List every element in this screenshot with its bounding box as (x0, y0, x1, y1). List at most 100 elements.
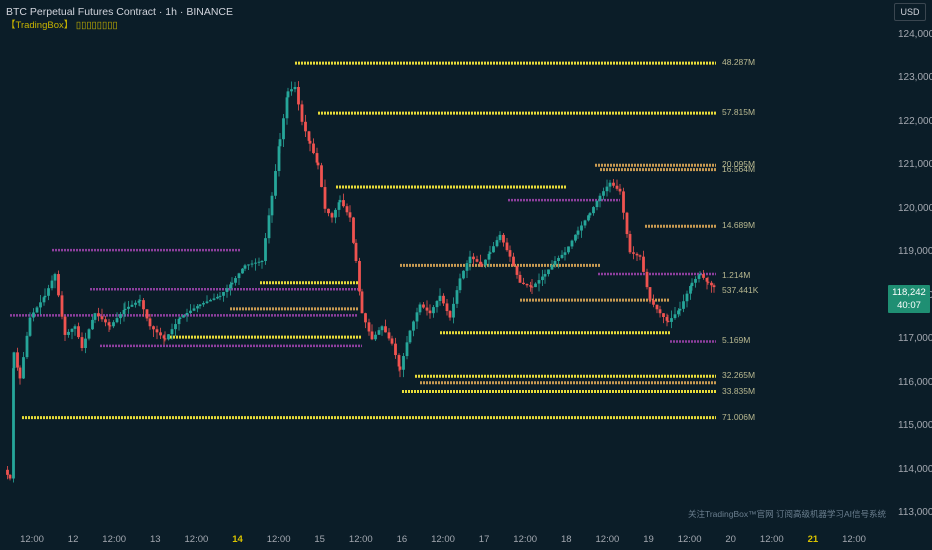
candle-body (97, 313, 100, 317)
currency-button[interactable]: USD (894, 3, 926, 21)
symbol-title[interactable]: BTC Perpetual Futures Contract · 1h · BI… (6, 6, 233, 18)
price-tick: 113,000 (898, 507, 932, 519)
candle-body (100, 316, 104, 320)
candle-body (455, 290, 459, 304)
candle-body (512, 256, 515, 266)
candle-body (518, 274, 522, 283)
time-tick: 19 (643, 534, 654, 545)
candle-body (408, 330, 412, 343)
candle-body (435, 301, 439, 308)
price-tick: 115,000 (898, 420, 932, 432)
candle-body (689, 286, 692, 294)
candle-body (142, 300, 145, 310)
candle-body (12, 368, 15, 479)
candle-body (472, 256, 475, 260)
time-axis[interactable]: 12:00 12 12:00 13 12:00 14 12:00 15 12:00 16 12:00… (0, 522, 932, 550)
candle-body (458, 278, 462, 291)
price-chart[interactable] (0, 0, 880, 522)
candle-body (257, 261, 261, 263)
time-tick: 12:00 (842, 534, 866, 545)
candle-body (84, 338, 87, 348)
candle-body (35, 307, 39, 313)
candle-body (702, 274, 705, 278)
candle-body (57, 274, 60, 296)
candle-body (677, 310, 680, 315)
candle-body (367, 322, 371, 332)
candle-body (315, 153, 319, 163)
candle-body (583, 220, 587, 226)
price-tick: 114,000 (898, 463, 932, 475)
time-tick: 15 (314, 534, 325, 545)
volume-label: 5.169M (722, 335, 751, 346)
candle-body (487, 253, 491, 260)
candle-body (250, 263, 254, 265)
candle-body (209, 299, 212, 302)
watermark: 关注TradingBox™官网 订阅高级机器学习AI信号系统 (687, 509, 886, 519)
candle-body (438, 295, 442, 302)
candle-body (185, 312, 189, 316)
candle-body (541, 276, 544, 281)
price-axis[interactable]: 124,000 123,000 122,000 121,000 120,000 119,0… (880, 0, 932, 522)
candle-body (648, 287, 652, 301)
current-price: 118,242 (892, 287, 926, 298)
candle-body (612, 182, 615, 186)
candle-body (212, 298, 216, 300)
candle-body (342, 200, 345, 207)
price-tick: 119,000 (898, 246, 932, 258)
candle-body (138, 300, 142, 302)
candle-body (354, 242, 358, 261)
candle-body (390, 338, 394, 344)
candle-body (104, 319, 107, 323)
candle-body (327, 208, 330, 214)
candle-body (122, 310, 126, 315)
candle-body (189, 310, 192, 313)
candle-body (112, 322, 115, 327)
candle-body (218, 295, 222, 297)
candle-body (397, 355, 401, 367)
candle-body (418, 304, 422, 313)
time-tick: 12:00 (348, 534, 373, 545)
candle-body (488, 252, 492, 254)
candle-body (312, 143, 315, 154)
candle-body (508, 250, 512, 257)
candle-body (308, 140, 312, 144)
candle-body (234, 278, 237, 283)
candle-body (286, 91, 290, 98)
candle-body (598, 195, 602, 201)
candle-body (8, 474, 12, 479)
indicator-title[interactable]: 【TradingBox】 ▯▯▯▯▯▯▯▯ (6, 20, 118, 31)
candle-body (270, 195, 274, 216)
candle-body (553, 261, 557, 265)
time-tick: 12:00 (431, 534, 455, 545)
candle-body (632, 252, 635, 254)
candle-body (243, 265, 247, 269)
candle-body (47, 288, 50, 296)
volume-label: 32.265M (722, 370, 756, 381)
candle-body (618, 188, 622, 192)
volume-label: 1.214M (722, 270, 751, 281)
candle-body (694, 278, 697, 283)
candle-body (50, 280, 54, 289)
candle-body (278, 139, 282, 147)
chart-area[interactable] (0, 0, 880, 522)
time-tick: 12 (67, 534, 79, 545)
candle-body (678, 308, 682, 311)
candle-body (425, 307, 429, 311)
candle-body (515, 265, 519, 275)
candle-body (205, 301, 209, 303)
candle-body (576, 230, 580, 235)
candle-body (290, 89, 293, 92)
candle-body (468, 256, 472, 264)
candle-body (475, 259, 479, 262)
candle-body (282, 118, 285, 140)
candle-body (119, 314, 122, 319)
candle-body (415, 312, 419, 322)
candle-body (155, 329, 159, 333)
candle-body (405, 342, 409, 357)
candle-body (658, 309, 662, 314)
candle-body (522, 282, 525, 285)
candle-body (330, 213, 334, 218)
candle-body (445, 303, 449, 312)
candle-body (537, 280, 541, 284)
candle-body (364, 313, 367, 323)
